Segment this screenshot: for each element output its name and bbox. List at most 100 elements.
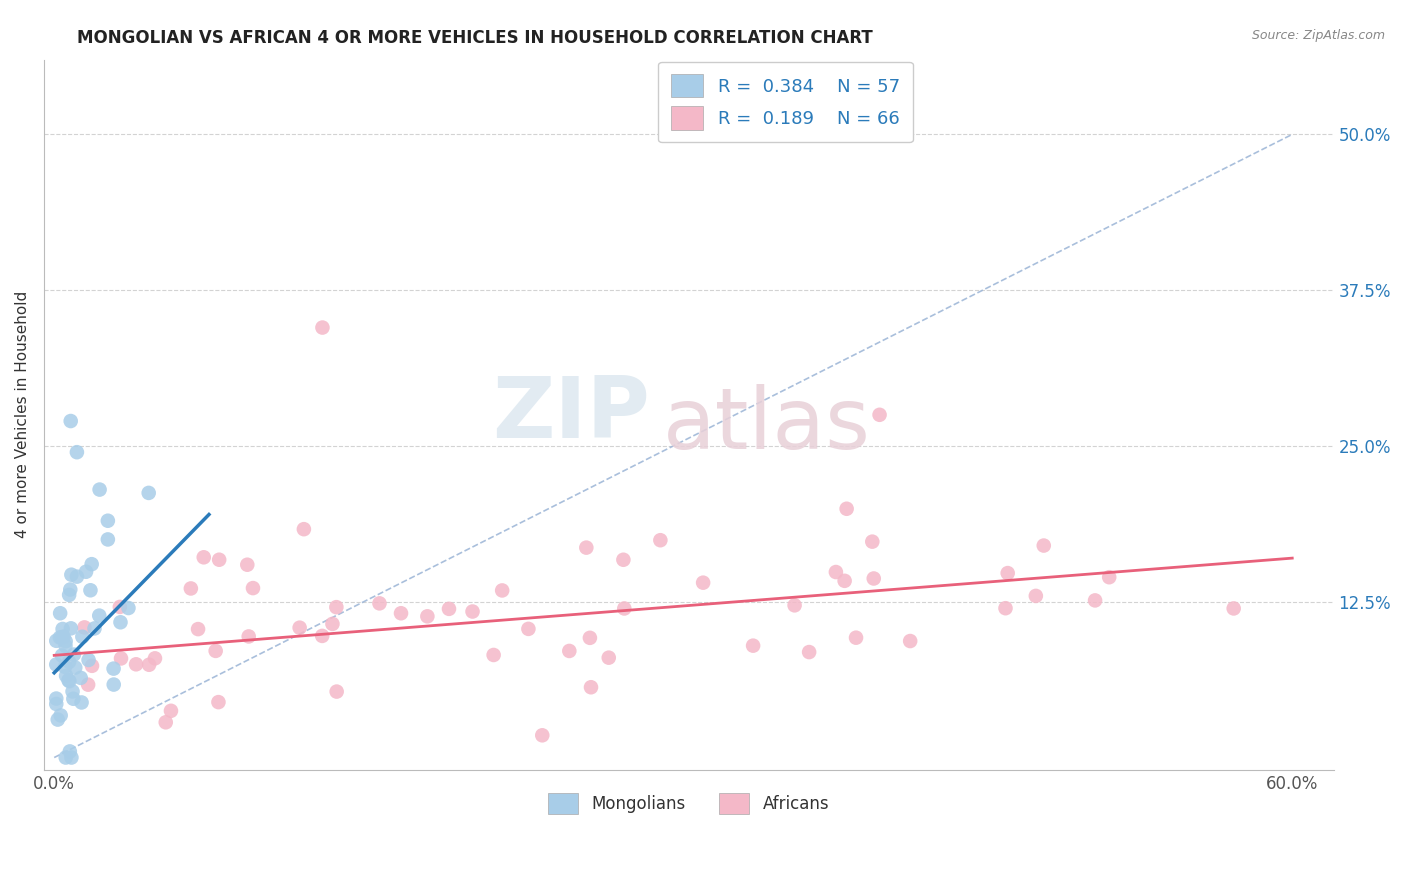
Point bbox=[59, 582, 82, 597]
Point bbox=[89, 608, 111, 623]
Point bbox=[204, 644, 226, 658]
Point bbox=[51, 630, 73, 644]
Point bbox=[53, 660, 76, 674]
Point bbox=[155, 715, 177, 730]
Point bbox=[125, 657, 148, 672]
Point bbox=[389, 607, 412, 621]
Point bbox=[242, 581, 264, 595]
Legend: Mongolians, Africans: Mongolians, Africans bbox=[537, 780, 841, 826]
Point bbox=[83, 622, 105, 636]
Point bbox=[72, 630, 94, 644]
Point bbox=[45, 657, 67, 672]
Point bbox=[579, 680, 602, 694]
Text: MONGOLIAN VS AFRICAN 4 OR MORE VEHICLES IN HOUSEHOLD CORRELATION CHART: MONGOLIAN VS AFRICAN 4 OR MORE VEHICLES … bbox=[77, 29, 873, 46]
Point bbox=[834, 574, 856, 588]
Point bbox=[325, 684, 347, 698]
Point bbox=[52, 622, 75, 636]
Point bbox=[558, 644, 581, 658]
Point bbox=[368, 596, 391, 610]
Point bbox=[58, 655, 80, 669]
Point bbox=[862, 572, 884, 586]
Point bbox=[517, 622, 540, 636]
Point bbox=[321, 616, 343, 631]
Point bbox=[797, 645, 820, 659]
Point bbox=[75, 565, 97, 579]
Point bbox=[103, 662, 125, 676]
Point bbox=[46, 713, 69, 727]
Text: atlas: atlas bbox=[662, 384, 870, 467]
Point bbox=[52, 630, 75, 644]
Point bbox=[65, 660, 87, 674]
Point bbox=[103, 677, 125, 691]
Point bbox=[1222, 601, 1244, 615]
Point bbox=[55, 639, 77, 653]
Point bbox=[55, 750, 77, 764]
Point bbox=[89, 483, 111, 497]
Point bbox=[79, 583, 101, 598]
Point bbox=[66, 445, 89, 459]
Point bbox=[180, 582, 202, 596]
Point bbox=[860, 534, 883, 549]
Point bbox=[62, 684, 84, 698]
Point bbox=[869, 408, 891, 422]
Point bbox=[598, 650, 620, 665]
Point bbox=[49, 606, 72, 620]
Point bbox=[531, 728, 554, 742]
Point bbox=[193, 550, 215, 565]
Point bbox=[97, 533, 120, 547]
Point bbox=[1098, 570, 1121, 584]
Point bbox=[835, 501, 858, 516]
Point bbox=[783, 599, 806, 613]
Point bbox=[49, 708, 72, 723]
Point bbox=[742, 639, 765, 653]
Point bbox=[117, 601, 139, 615]
Point bbox=[238, 629, 260, 643]
Point bbox=[73, 620, 96, 634]
Point bbox=[208, 552, 231, 566]
Point bbox=[1025, 589, 1047, 603]
Point bbox=[138, 657, 160, 672]
Point bbox=[97, 514, 120, 528]
Point bbox=[110, 651, 132, 665]
Point bbox=[997, 566, 1019, 580]
Point bbox=[80, 658, 103, 673]
Point bbox=[77, 653, 100, 667]
Point bbox=[45, 633, 67, 648]
Point bbox=[70, 696, 93, 710]
Point bbox=[1032, 539, 1054, 553]
Point bbox=[49, 631, 72, 645]
Point bbox=[55, 634, 77, 648]
Point bbox=[416, 609, 439, 624]
Point bbox=[579, 631, 602, 645]
Point bbox=[45, 697, 67, 711]
Point bbox=[311, 629, 333, 643]
Point bbox=[692, 575, 714, 590]
Point bbox=[45, 691, 67, 706]
Point bbox=[55, 669, 77, 683]
Point bbox=[58, 673, 80, 688]
Point bbox=[77, 678, 100, 692]
Point bbox=[482, 648, 505, 662]
Point bbox=[236, 558, 259, 572]
Point bbox=[66, 569, 89, 583]
Point bbox=[898, 634, 921, 648]
Point bbox=[575, 541, 598, 555]
Point bbox=[292, 522, 315, 536]
Point bbox=[62, 691, 84, 706]
Point bbox=[58, 588, 80, 602]
Point bbox=[69, 671, 91, 685]
Point bbox=[60, 750, 83, 764]
Point bbox=[650, 533, 672, 548]
Point bbox=[187, 622, 209, 636]
Point bbox=[325, 600, 347, 615]
Point bbox=[612, 553, 634, 567]
Point bbox=[58, 674, 80, 689]
Point bbox=[491, 583, 513, 598]
Point bbox=[108, 599, 131, 614]
Point bbox=[311, 320, 333, 334]
Point bbox=[59, 621, 82, 635]
Text: ZIP: ZIP bbox=[492, 373, 650, 457]
Point bbox=[1084, 593, 1107, 607]
Point bbox=[138, 486, 160, 500]
Point bbox=[613, 601, 636, 615]
